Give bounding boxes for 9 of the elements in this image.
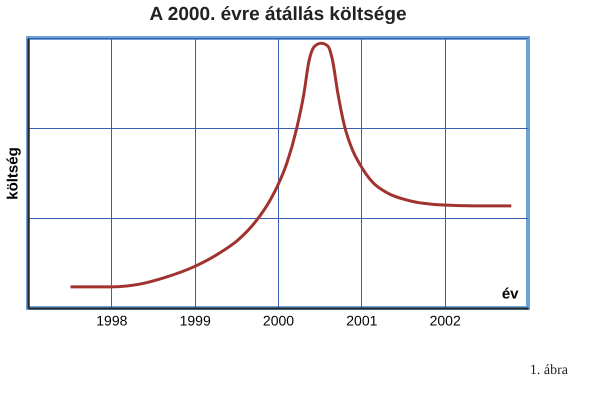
x-tick-label: 2000: [262, 312, 294, 328]
text: 1. ábra: [530, 363, 569, 378]
chart-title: A 2000. évre átállás költsége: [149, 4, 407, 25]
x-axis-title: év: [502, 286, 520, 302]
x-tick-label: 1998: [96, 312, 128, 328]
x-tick-label: 2002: [430, 312, 461, 328]
x-tick-label: 2001: [346, 312, 378, 328]
y-axis-title: költség: [4, 147, 22, 200]
x-tick-label: 1999: [180, 312, 211, 328]
